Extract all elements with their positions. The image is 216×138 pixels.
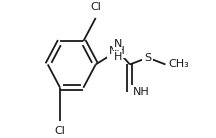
Text: H: H (113, 52, 122, 62)
Text: Cl: Cl (55, 126, 65, 136)
Text: NH: NH (133, 87, 150, 97)
Text: CH₃: CH₃ (168, 59, 189, 69)
Text: Cl: Cl (90, 2, 101, 12)
Text: N: N (113, 39, 122, 49)
Text: NH: NH (109, 46, 126, 56)
Text: S: S (144, 53, 151, 63)
